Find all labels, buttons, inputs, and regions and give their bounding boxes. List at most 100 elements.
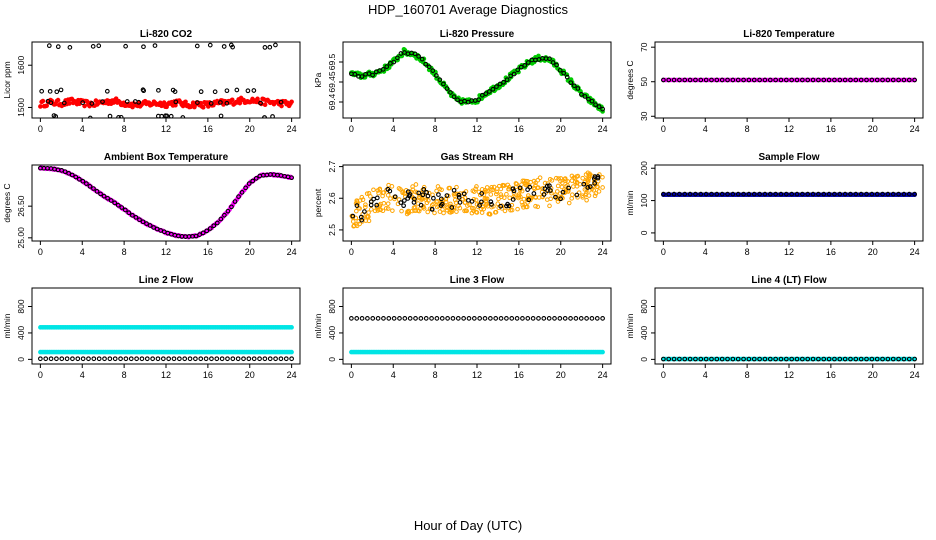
panel-marks: [38, 165, 294, 240]
data-point: [821, 356, 827, 362]
x-tick-label: 20: [556, 247, 566, 257]
x-tick-label: 0: [661, 124, 666, 134]
x-tick-label: 4: [391, 370, 396, 380]
data-point: [104, 88, 110, 94]
data-point: [474, 184, 479, 189]
data-point: [407, 316, 413, 321]
data-point: [423, 197, 429, 202]
data-point: [424, 190, 429, 195]
data-point: [730, 77, 736, 83]
data-point: [173, 99, 179, 105]
data-point: [438, 196, 444, 202]
data-point: [61, 100, 67, 106]
data-point: [583, 181, 588, 187]
data-point: [211, 223, 217, 229]
data-point: [494, 84, 499, 89]
panel-title: Gas Stream RH: [441, 152, 514, 163]
data-point: [122, 207, 128, 213]
data-point: [591, 176, 597, 181]
data-point: [350, 219, 356, 224]
data-point: [554, 62, 559, 68]
y-tick-label: 25.00: [16, 227, 26, 249]
data-point: [207, 42, 213, 48]
data-point: [418, 316, 424, 321]
data-point: [449, 205, 455, 210]
data-point: [671, 191, 677, 197]
data-point: [493, 316, 499, 321]
panel-6: Line 2 Flow ml/min 0 4 8 12 16 20 24 0 400 800: [2, 275, 301, 380]
y-tick-label: 800: [16, 299, 26, 313]
data-point: [91, 186, 96, 191]
data-point: [67, 101, 72, 106]
y-tick-label: 0: [16, 357, 26, 362]
data-point: [536, 53, 541, 59]
panel-2: Li-820 Temperature degrees C 0 4 8 12 16 20 24 30…: [625, 29, 924, 134]
data-point: [416, 54, 421, 59]
data-point: [218, 100, 223, 105]
data-point: [73, 174, 79, 180]
data-point: [912, 356, 917, 362]
data-point: [561, 70, 567, 76]
data-point: [123, 356, 129, 362]
data-point: [575, 86, 581, 91]
y-tick-label: 400: [639, 326, 649, 340]
data-point: [703, 191, 709, 197]
x-tick-label: 12: [161, 370, 171, 380]
data-point: [455, 316, 461, 321]
data-point: [501, 79, 506, 85]
x-tick-label: 12: [472, 247, 482, 257]
data-point: [139, 356, 145, 362]
data-point: [214, 220, 220, 226]
data-point: [522, 202, 528, 207]
data-point: [494, 189, 500, 195]
data-point: [354, 316, 360, 321]
panel-title: Line 4 (LT) Flow: [751, 275, 827, 286]
data-point: [133, 214, 139, 220]
data-point: [358, 214, 364, 220]
data-point: [586, 96, 591, 102]
panel-8: Line 4 (LT) Flow ml/min 0 4 8 12 16 20 24 0 400 800: [625, 275, 924, 380]
data-point: [536, 185, 541, 190]
x-tick-label: 16: [203, 247, 213, 257]
data-point: [431, 195, 436, 201]
data-point: [257, 356, 262, 362]
data-point: [246, 356, 252, 362]
data-point: [542, 180, 548, 186]
data-point: [584, 197, 589, 203]
data-point: [469, 199, 475, 204]
data-point: [746, 77, 752, 83]
data-point: [416, 208, 422, 214]
data-point: [600, 174, 605, 180]
data-point: [504, 77, 510, 83]
panel-1: Li-820 Pressure kPa 0 4 8 12 16 20 24 69.469.4569…: [313, 29, 612, 134]
data-point: [483, 91, 489, 96]
data-point: [562, 176, 568, 182]
y-tick-label: 69.5: [327, 53, 337, 70]
series-1: [349, 50, 605, 112]
x-tick-label: 24: [598, 247, 608, 257]
data-point: [564, 74, 570, 80]
data-point: [124, 99, 130, 104]
data-point: [501, 183, 506, 188]
x-tick-label: 4: [703, 247, 708, 257]
data-point: [262, 356, 268, 362]
data-point: [585, 179, 591, 184]
data-point: [553, 192, 558, 197]
data-point: [51, 113, 57, 118]
data-point: [600, 106, 605, 112]
figure-title: HDP_160701 Average Diagnostics: [368, 2, 568, 17]
data-point: [498, 203, 504, 209]
data-point: [511, 71, 517, 77]
data-point: [487, 89, 492, 94]
data-point: [479, 199, 484, 205]
x-tick-label: 24: [910, 370, 920, 380]
y-tick-label: 2.5: [327, 224, 337, 236]
data-point: [520, 316, 525, 321]
data-point: [746, 191, 752, 197]
data-point: [489, 204, 494, 210]
data-point: [161, 100, 167, 105]
series-2: [38, 356, 294, 362]
data-point: [587, 184, 593, 189]
data-point: [239, 190, 245, 195]
data-point: [553, 194, 558, 200]
